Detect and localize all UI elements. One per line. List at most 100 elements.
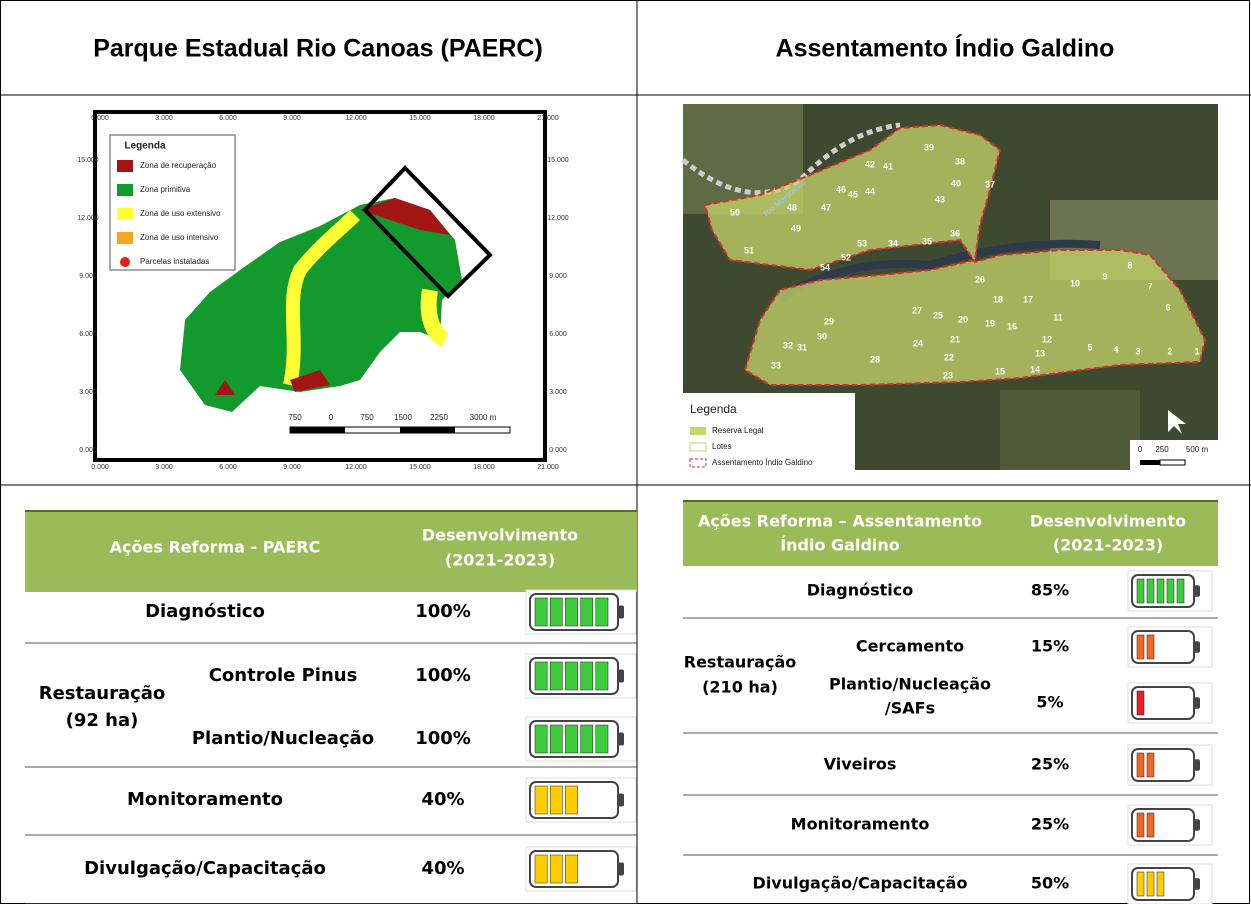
lot-label: 34 — [888, 238, 898, 248]
legend-title: Legenda — [124, 141, 166, 152]
action-label: Plantio/Nucleação — [192, 728, 374, 749]
battery-nub — [618, 733, 624, 746]
battery-level — [1177, 579, 1184, 603]
battery-nub — [618, 670, 624, 683]
battery-level — [535, 725, 547, 753]
lot-label: 40 — [951, 178, 961, 188]
settlement-map — [683, 104, 1218, 470]
progress-value: 5% — [1036, 693, 1063, 712]
legend-item: Parcelas instaladas — [140, 257, 209, 266]
scale-label: 3000 m — [470, 413, 497, 422]
coord-label: 15.000 — [77, 157, 99, 164]
lot-label: 28 — [870, 354, 880, 364]
coord-label: 12.000 — [547, 215, 569, 222]
battery-level — [535, 786, 547, 814]
coord-label: 12.000 — [77, 215, 99, 222]
scale-label: 250 — [1155, 445, 1169, 454]
battery-nub — [1194, 819, 1200, 831]
battery-level — [535, 855, 547, 883]
battery-level — [581, 662, 593, 690]
progress-value: 100% — [415, 601, 471, 622]
battery-level — [550, 725, 562, 753]
coord-label: 18.000 — [473, 115, 495, 122]
progress-value: 85% — [1031, 581, 1069, 600]
coord-label: 9.000 — [79, 273, 97, 280]
coord-label: 6.000 — [219, 115, 237, 122]
lot-label: 53 — [857, 238, 867, 248]
coord-label: 21.000 — [537, 115, 559, 122]
lot-label: 23 — [943, 370, 953, 380]
legend-swatch — [117, 232, 133, 244]
coord-label: 3.000 — [79, 389, 97, 396]
lot-label: 45 — [848, 189, 858, 199]
lot-label: 31 — [797, 342, 807, 352]
lot-label: 38 — [955, 156, 965, 166]
battery-level — [565, 662, 577, 690]
legend-swatch — [120, 257, 130, 267]
lot-label: 8 — [1127, 260, 1132, 270]
table-heading: Ações Reforma – Assentamento — [698, 512, 982, 531]
lot-label: 22 — [944, 352, 954, 362]
legend-item: Zona de recuperação — [140, 161, 217, 170]
action-label: /SAFs — [885, 699, 935, 718]
lot-label: 48 — [787, 202, 797, 212]
legend-swatch — [117, 160, 133, 172]
legend-item: Zona de uso intensivo — [140, 233, 219, 242]
progress-value: 25% — [1031, 815, 1069, 834]
battery-nub — [1194, 878, 1200, 890]
battery-nub — [1194, 759, 1200, 771]
action-label: Diagnóstico — [145, 601, 265, 622]
legend-item: Assentamento Índio Galdino — [712, 458, 813, 467]
battery-level — [550, 786, 562, 814]
battery-level — [1137, 753, 1144, 777]
coord-label: 0.000 — [91, 115, 109, 122]
coord-label: 3.000 — [155, 115, 173, 122]
battery-nub — [618, 606, 624, 619]
lot-label: 18 — [993, 294, 1003, 304]
legend-item: Zona de uso extensivo — [140, 209, 221, 218]
coord-label: 9.000 — [283, 464, 301, 471]
battery-level — [1147, 635, 1154, 659]
progress-value: 40% — [421, 789, 464, 810]
lot-label: 1 — [1194, 346, 1199, 356]
lot-label: 30 — [817, 331, 827, 341]
coord-label: 9.000 — [283, 115, 301, 122]
coord-label: 15.000 — [409, 464, 431, 471]
progress-value: 100% — [415, 665, 471, 686]
battery-level — [1157, 872, 1164, 896]
battery-level — [550, 662, 562, 690]
battery-level — [581, 725, 593, 753]
action-label: Viveiros — [824, 755, 897, 774]
lot-label: 37 — [985, 179, 995, 189]
lot-label: 44 — [865, 186, 875, 196]
battery-nub — [618, 794, 624, 807]
battery-level — [1147, 813, 1154, 837]
battery-level — [1137, 691, 1144, 715]
battery-level — [535, 598, 547, 626]
battery-nub — [1194, 697, 1200, 709]
lot-label: 6 — [1165, 302, 1170, 312]
battery-level — [596, 662, 608, 690]
lot-label: 12 — [1042, 334, 1052, 344]
legend-swatch — [117, 208, 133, 220]
coord-label: 15.000 — [547, 157, 569, 164]
coord-label: 6.000 — [549, 331, 567, 338]
lot-label: 47 — [821, 202, 831, 212]
scale-label: 0 — [1138, 445, 1143, 454]
coord-label: 12.000 — [345, 115, 367, 122]
lot-label: 50 — [730, 207, 740, 217]
battery-level — [550, 855, 562, 883]
lot-label: 19 — [985, 318, 995, 328]
group-label: Restauração — [684, 653, 797, 672]
coord-label: 6.000 — [219, 464, 237, 471]
group-label: (92 ha) — [66, 710, 139, 731]
table-heading: Desenvolvimento — [422, 526, 578, 545]
lot-label: 25 — [933, 310, 943, 320]
coord-label: 18.000 — [473, 464, 495, 471]
coord-label: 12.000 — [345, 464, 367, 471]
table-heading: Desenvolvimento — [1030, 512, 1186, 531]
coord-label: 15.000 — [409, 115, 431, 122]
lot-label: 33 — [771, 360, 781, 370]
coord-label: 0.000 — [91, 464, 109, 471]
action-label: Controle Pinus — [209, 665, 358, 686]
